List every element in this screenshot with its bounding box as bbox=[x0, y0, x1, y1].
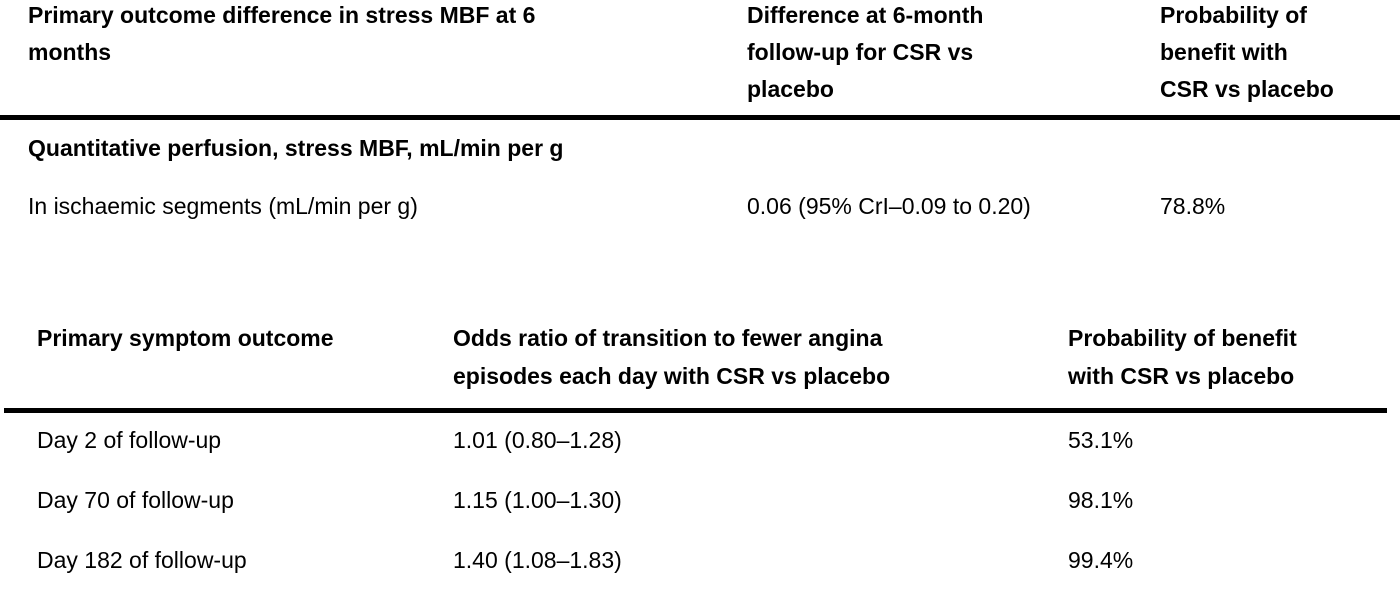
table-row: Day 2 of follow-up 1.01 (0.80–1.28) 53.1… bbox=[0, 425, 1400, 455]
header-line: follow-up for CSR vs bbox=[747, 39, 974, 65]
header-line: Primary outcome difference in stress MBF… bbox=[28, 2, 536, 28]
perfusion-table-header-rule bbox=[0, 115, 1400, 120]
probability-cell: 98.1% bbox=[1068, 487, 1134, 513]
row-label: Day 182 of follow-up bbox=[37, 547, 247, 573]
probability-cell: 53.1% bbox=[1068, 427, 1134, 453]
odds-ratio-cell: 1.40 (1.08–1.83) bbox=[453, 547, 622, 573]
table-row: In ischaemic segments (mL/min per g) 0.0… bbox=[0, 191, 1400, 221]
header-cell-symptom-outcome: Primary symptom outcome bbox=[37, 319, 453, 395]
odds-ratio-cell: 1.15 (1.00–1.30) bbox=[453, 487, 622, 513]
probability-cell: 99.4% bbox=[1068, 547, 1134, 573]
header-line: Difference at 6-month bbox=[747, 2, 984, 28]
header-line: placebo bbox=[747, 76, 834, 102]
header-cell-probability: Probability of benefit with CSR vs place… bbox=[1068, 319, 1400, 395]
header-cell-primary-outcome: Primary outcome difference in stress MBF… bbox=[28, 0, 747, 108]
symptom-table-header-rule bbox=[4, 408, 1387, 413]
header-line: Probability of benefit bbox=[1068, 325, 1297, 351]
row-label: In ischaemic segments (mL/min per g) bbox=[28, 193, 418, 219]
probability-cell: 78.8% bbox=[1160, 193, 1226, 219]
perfusion-table-header: Primary outcome difference in stress MBF… bbox=[0, 0, 1400, 108]
header-cell-difference: Difference at 6-month follow-up for CSR … bbox=[747, 0, 1160, 108]
header-cell-odds-ratio: Odds ratio of transition to fewer angina… bbox=[453, 319, 1068, 395]
header-line: Primary symptom outcome bbox=[37, 325, 334, 351]
header-line: CSR vs placebo bbox=[1160, 76, 1334, 102]
symptom-table-header: Primary symptom outcome Odds ratio of tr… bbox=[0, 319, 1400, 395]
header-line: Probability of bbox=[1160, 2, 1307, 28]
table-row: Day 182 of follow-up 1.40 (1.08–1.83) 99… bbox=[0, 545, 1400, 575]
row-label: Day 70 of follow-up bbox=[37, 487, 234, 513]
odds-ratio-cell: 1.01 (0.80–1.28) bbox=[453, 427, 622, 453]
header-line: months bbox=[28, 39, 112, 65]
header-line: Odds ratio of transition to fewer angina bbox=[453, 325, 883, 351]
difference-cell: 0.06 (95% CrI–0.09 to 0.20) bbox=[747, 193, 1031, 219]
header-line: episodes each day with CSR vs placebo bbox=[453, 363, 891, 389]
perfusion-section-label: Quantitative perfusion, stress MBF, mL/m… bbox=[28, 135, 564, 161]
table-row: Day 70 of follow-up 1.15 (1.00–1.30) 98.… bbox=[0, 485, 1400, 515]
row-label: Day 2 of follow-up bbox=[37, 427, 222, 453]
header-line: with CSR vs placebo bbox=[1068, 363, 1295, 389]
header-line: benefit with bbox=[1160, 39, 1288, 65]
header-cell-probability: Probability of benefit with CSR vs place… bbox=[1160, 0, 1400, 108]
